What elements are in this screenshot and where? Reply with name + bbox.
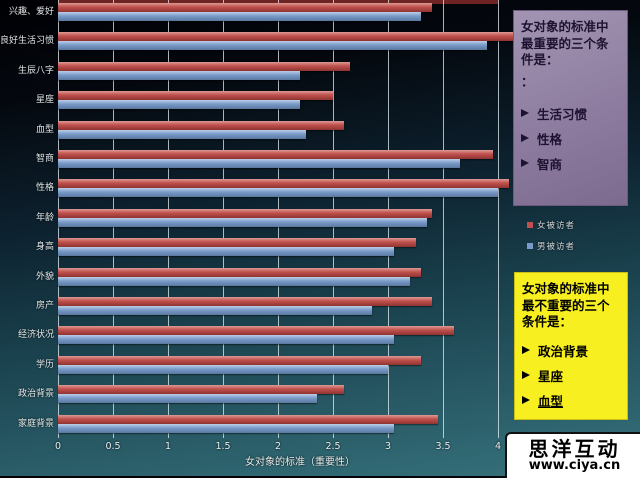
bar-female-7 <box>58 208 432 218</box>
arrow-bullet-icon <box>521 159 529 167</box>
category-label: 政治背景 <box>17 389 54 400</box>
category-label: 身高 <box>35 242 54 253</box>
bar-male-12 <box>58 364 388 374</box>
watermark-logo: 思洋互动 www.ciya.cn <box>505 432 640 478</box>
bar-chart: 兴趣、爱好良好生活习惯生辰八字星座血型智商性格年龄身高外貌房产经济状况学历政治背… <box>0 0 515 438</box>
bar-male-4 <box>58 129 306 139</box>
bar-female-0 <box>58 3 432 12</box>
x-tick-label: 2.5 <box>325 441 341 452</box>
bar-male-6 <box>58 188 498 198</box>
x-axis: 0 0.5 1 1.5 2 2.5 3 3.5 4 <box>0 441 640 453</box>
least-important-title: 女对象的标准中最不重要的三个条件是： <box>522 281 610 329</box>
least-important-list: 政治背景 星座 血型 <box>522 341 620 410</box>
x-tick-label: 1 <box>164 441 172 452</box>
bar-female-11 <box>58 326 454 336</box>
bar-female-12 <box>58 355 421 365</box>
bar-male-1 <box>58 41 487 51</box>
list-item-label: 星座 <box>538 368 564 384</box>
legend-label: 男被访者 <box>537 242 576 252</box>
arrow-bullet-icon <box>522 371 530 379</box>
x-tick-label: 3.5 <box>435 441 451 452</box>
category-label: 星座 <box>35 95 54 106</box>
category-label: 经济状况 <box>17 330 54 341</box>
bar-female-6 <box>58 179 509 189</box>
list-item-label: 智商 <box>537 156 563 172</box>
legend-item-male: 男被访者 <box>527 240 575 252</box>
list-item-label: 血型 <box>538 393 564 409</box>
list-item: 智商 <box>521 154 620 173</box>
most-important-title: 女对象的标准中最重要的三个条件是： <box>521 19 609 67</box>
gridline <box>443 0 444 438</box>
bar-female-10 <box>58 297 432 306</box>
category-label: 家庭背景 <box>17 418 54 429</box>
category-label: 生辰八字 <box>17 65 54 76</box>
least-important-panel: 女对象的标准中最不重要的三个条件是： 政治背景 星座 血型 <box>514 272 628 420</box>
x-tick-label: 4 <box>494 441 502 452</box>
legend-label: 女被访者 <box>537 221 576 231</box>
most-important-panel: 女对象的标准中最重要的三个条件是： ： 生活习惯 性格 智商 <box>513 10 628 206</box>
list-item-label: 生活习惯 <box>537 106 588 122</box>
bar-female-5 <box>58 150 493 159</box>
bar-female-3 <box>58 91 333 101</box>
bar-male-0 <box>58 12 421 21</box>
bar-male-13 <box>58 394 317 404</box>
bar-male-7 <box>58 217 427 227</box>
bar-female-14 <box>58 414 438 424</box>
bar-female-1 <box>58 32 515 42</box>
list-item: 性格 <box>521 129 620 148</box>
x-tick-label: 0.5 <box>105 441 121 452</box>
watermark-url: www.ciya.cn <box>528 457 621 473</box>
most-important-list: 生活习惯 性格 智商 <box>521 104 620 173</box>
category-label: 良好生活习惯 <box>0 36 55 47</box>
arrow-bullet-icon <box>522 396 530 404</box>
list-item: 星座 <box>522 366 620 385</box>
list-item: 政治背景 <box>522 341 620 360</box>
category-label: 兴趣、爱好 <box>8 7 54 17</box>
category-label: 年龄 <box>35 212 54 223</box>
arrow-bullet-icon <box>521 134 529 142</box>
chart-legend: 女被访者 男被访者 <box>527 219 575 261</box>
x-tick-label: 0 <box>54 441 62 452</box>
bar-female-2 <box>58 61 350 71</box>
bar-female-8 <box>58 238 416 248</box>
list-item-label: 性格 <box>537 131 563 147</box>
category-label: 智商 <box>35 154 54 164</box>
list-item: 血型 <box>522 391 620 410</box>
category-label: 性格 <box>35 183 54 194</box>
bar-male-8 <box>58 247 394 257</box>
bar-female-13 <box>58 385 344 395</box>
bar-female-4 <box>58 120 344 130</box>
bar-male-5 <box>58 159 460 168</box>
x-tick-label: 1.5 <box>215 441 231 452</box>
bar-male-3 <box>58 100 300 110</box>
gridline <box>498 0 499 438</box>
arrow-bullet-icon <box>521 109 529 117</box>
bar-male-10 <box>58 306 372 315</box>
stray-colon: ： <box>521 73 534 89</box>
category-label: 血型 <box>35 124 54 135</box>
bar-male-2 <box>58 70 300 80</box>
bar-male-14 <box>58 423 394 433</box>
male-series-swatch-icon <box>527 243 533 249</box>
watermark-name: 思洋互动 <box>528 436 621 461</box>
x-axis-title: 女对象的标准（重要性） <box>245 457 355 468</box>
category-label: 外貌 <box>35 271 54 282</box>
arrow-bullet-icon <box>522 346 530 354</box>
x-tick-label: 2 <box>274 441 282 452</box>
list-item: 生活习惯 <box>521 104 620 123</box>
x-tick-label: 3 <box>384 441 392 452</box>
bar-female-9 <box>58 267 421 277</box>
bar-male-9 <box>58 276 410 286</box>
category-label: 房产 <box>35 301 54 311</box>
legend-item-female: 女被访者 <box>527 219 575 231</box>
category-label: 学历 <box>35 359 54 370</box>
bar-male-11 <box>58 335 394 345</box>
list-item-label: 政治背景 <box>538 343 589 359</box>
female-series-swatch-icon <box>527 222 533 228</box>
